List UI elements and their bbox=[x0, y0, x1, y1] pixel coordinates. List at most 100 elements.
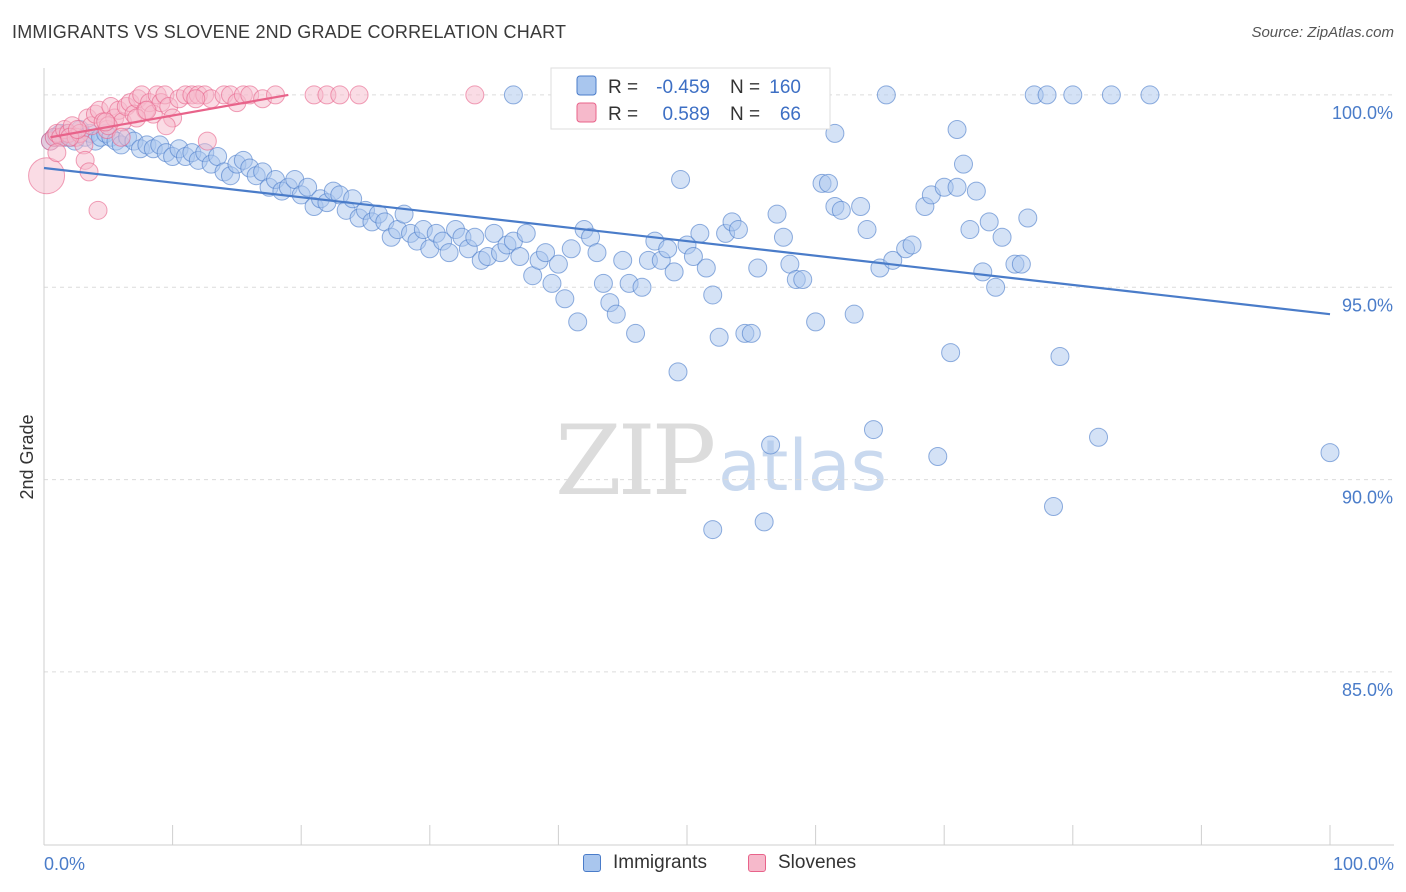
data-point-immigrants bbox=[555, 289, 575, 309]
bottom-legend-slovenes: Slovenes bbox=[748, 852, 856, 874]
stats-legend: R = -0.459 N = 160 R = 0.589 N = 66 bbox=[550, 67, 831, 130]
data-point-immigrants bbox=[1011, 254, 1031, 274]
legend-n-label-2: N = bbox=[730, 104, 760, 125]
data-point-immigrants bbox=[960, 220, 980, 240]
legend-n-label-1: N = bbox=[730, 77, 760, 98]
data-point-immigrants bbox=[1140, 85, 1160, 105]
watermark-zip: ZIP bbox=[555, 405, 716, 517]
data-point-immigrants bbox=[876, 85, 896, 105]
y-tick-label: 85.0% bbox=[1342, 680, 1393, 700]
data-point-immigrants bbox=[748, 258, 768, 278]
data-point-immigrants bbox=[696, 258, 716, 278]
axes bbox=[43, 68, 1394, 846]
data-point-immigrants bbox=[761, 435, 781, 455]
data-point-slovenes bbox=[137, 100, 157, 120]
series-slovenes bbox=[28, 85, 485, 220]
trend-lines bbox=[43, 93, 1331, 316]
data-point-immigrants bbox=[947, 177, 967, 197]
data-point-slovenes bbox=[197, 131, 217, 151]
data-point-immigrants bbox=[844, 304, 864, 324]
legend-n-value-2: 66 bbox=[780, 104, 801, 125]
data-point-immigrants bbox=[632, 277, 652, 297]
data-point-immigrants bbox=[1101, 85, 1121, 105]
data-point-slovenes bbox=[28, 157, 66, 195]
legend-r-label-2: R = bbox=[608, 104, 638, 125]
data-point-immigrants bbox=[510, 246, 530, 266]
bottom-legend-label-slovenes: Slovenes bbox=[778, 852, 857, 873]
data-point-immigrants bbox=[587, 243, 607, 263]
data-point-immigrants bbox=[928, 447, 948, 466]
data-point-immigrants bbox=[516, 223, 536, 243]
stats-legend-box bbox=[550, 67, 831, 130]
y-tick-label: 95.0% bbox=[1342, 295, 1393, 315]
data-point-immigrants bbox=[767, 204, 787, 224]
data-point-slovenes bbox=[349, 85, 369, 105]
data-point-immigrants bbox=[857, 220, 877, 240]
x-tick-marks bbox=[43, 825, 1331, 845]
data-point-immigrants bbox=[503, 85, 523, 105]
legend-r-value-2: 0.589 bbox=[662, 104, 710, 125]
y-axis-label: 2nd Grade bbox=[17, 414, 37, 499]
data-point-slovenes bbox=[67, 120, 87, 140]
legend-r-label-1: R = bbox=[608, 77, 638, 98]
data-point-immigrants bbox=[947, 120, 967, 140]
data-point-immigrants bbox=[818, 173, 838, 193]
data-point-immigrants bbox=[439, 243, 459, 263]
legend-n-value-1: 160 bbox=[769, 77, 801, 98]
legend-swatch-slovenes bbox=[576, 102, 597, 123]
bottom-legend-immigrants: Immigrants bbox=[583, 852, 707, 874]
data-point-slovenes bbox=[88, 200, 108, 220]
y-tick-label: 90.0% bbox=[1342, 488, 1393, 508]
trend-line-slovenes bbox=[50, 93, 289, 139]
data-point-immigrants bbox=[831, 200, 851, 220]
data-point-immigrants bbox=[902, 235, 922, 255]
data-point-immigrants bbox=[683, 246, 703, 266]
data-point-immigrants bbox=[851, 196, 871, 216]
data-point-immigrants bbox=[484, 223, 504, 243]
data-point-immigrants bbox=[754, 512, 774, 532]
data-point-immigrants bbox=[741, 323, 761, 343]
data-point-immigrants bbox=[992, 227, 1012, 247]
grid-lines bbox=[44, 94, 1394, 673]
data-point-immigrants bbox=[658, 239, 678, 259]
data-point-immigrants bbox=[542, 273, 562, 293]
data-point-immigrants bbox=[1050, 346, 1070, 366]
data-point-immigrants bbox=[1018, 208, 1038, 228]
data-point-immigrants bbox=[793, 270, 813, 290]
data-point-immigrants bbox=[863, 420, 883, 440]
data-point-immigrants bbox=[941, 343, 961, 363]
data-point-immigrants bbox=[671, 170, 691, 190]
data-point-immigrants bbox=[626, 323, 646, 343]
data-point-immigrants bbox=[298, 177, 318, 197]
y-tick-label: 100.0% bbox=[1332, 103, 1393, 123]
data-point-immigrants bbox=[703, 520, 723, 540]
data-point-immigrants bbox=[1320, 443, 1340, 463]
x-tick-label-max: 100.0% bbox=[1333, 854, 1394, 874]
data-point-immigrants bbox=[966, 181, 986, 201]
data-point-immigrants bbox=[568, 312, 588, 332]
data-point-immigrants bbox=[664, 262, 684, 282]
bottom-legend-swatch-immigrants bbox=[583, 854, 601, 872]
data-point-immigrants bbox=[979, 212, 999, 232]
data-point-immigrants bbox=[668, 362, 688, 382]
data-point-immigrants bbox=[806, 312, 826, 332]
data-point-slovenes bbox=[111, 127, 131, 147]
data-point-immigrants bbox=[536, 243, 556, 263]
data-point-immigrants bbox=[1089, 427, 1109, 447]
data-point-immigrants bbox=[593, 273, 613, 293]
chart-title: IMMIGRANTS VS SLOVENE 2ND GRADE CORRELAT… bbox=[12, 22, 567, 42]
data-point-slovenes bbox=[330, 85, 350, 105]
data-point-immigrants bbox=[973, 262, 993, 282]
data-point-slovenes bbox=[465, 85, 485, 105]
data-point-immigrants bbox=[1037, 85, 1057, 105]
data-point-immigrants bbox=[465, 227, 485, 247]
data-point-immigrants bbox=[606, 304, 626, 324]
x-tick-label-min: 0.0% bbox=[44, 854, 85, 874]
data-point-immigrants bbox=[548, 254, 568, 274]
series-immigrants bbox=[40, 85, 1340, 540]
data-point-slovenes bbox=[265, 85, 285, 105]
data-point-immigrants bbox=[690, 223, 710, 243]
data-point-immigrants bbox=[953, 154, 973, 174]
data-point-immigrants bbox=[986, 277, 1006, 297]
